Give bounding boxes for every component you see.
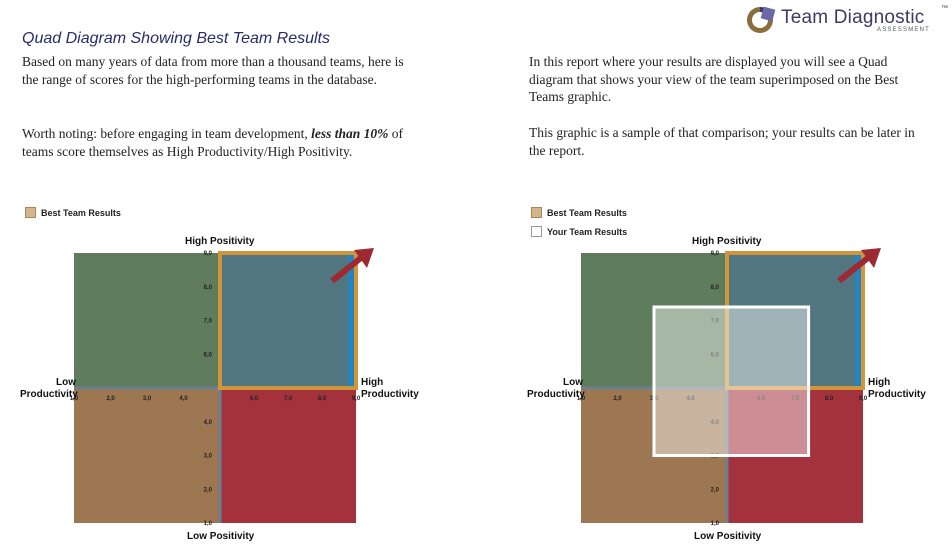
left-paragraph-2-prefix: Worth noting: before engaging in team de…	[22, 126, 312, 141]
axis-label-right-2: Productivity	[868, 389, 926, 400]
y-tick-label: 6,0	[711, 352, 720, 358]
x-tick-label: 4,0	[686, 396, 695, 402]
y-tick-label: 2,0	[204, 487, 213, 493]
y-tick-label: 9,0	[204, 251, 213, 257]
y-tick-label: 9,0	[711, 251, 720, 257]
axis-label-left-2: Productivity	[20, 389, 78, 400]
x-tick-label: 7,0	[791, 396, 800, 402]
x-tick-label: 6,0	[250, 396, 259, 402]
logo-tm: ™	[941, 5, 948, 12]
quadrant-bottom-right	[220, 388, 356, 523]
y-tick-label: 8,0	[204, 285, 213, 291]
legend-best-label: Best Team Results	[41, 207, 121, 218]
axis-label-right-2: Productivity	[361, 389, 419, 400]
axis-label-left-1: Low	[56, 377, 76, 388]
y-tick-label: 1,0	[711, 521, 720, 527]
your-team-region	[652, 305, 811, 457]
y-tick-label: 6,0	[204, 352, 213, 358]
trend-arrow-head	[354, 248, 374, 268]
legend-best-team-left: Best Team Results	[25, 207, 121, 218]
trend-arrow-head	[861, 248, 881, 268]
y-tick-label: 1,0	[204, 521, 213, 527]
x-tick-label: 4,0	[179, 396, 188, 402]
page-title: Quad Diagram Showing Best Team Results	[22, 30, 330, 47]
y-tick-label: 4,0	[204, 420, 213, 426]
x-tick-label: 3,0	[143, 396, 152, 402]
x-tick-label: 1,0	[577, 396, 586, 402]
trend-arrow-shaft	[330, 254, 364, 284]
x-tick-label: 6,0	[757, 396, 766, 402]
legend-best-swatch	[25, 207, 36, 218]
axis-label-top: High Positivity	[185, 236, 255, 247]
axis-label-right-1: High	[361, 377, 384, 388]
legend-your-swatch	[531, 226, 542, 237]
axis-label-bottom: Low Positivity	[694, 531, 762, 542]
y-tick-label: 3,0	[204, 454, 213, 460]
best-team-region	[218, 251, 358, 390]
best-team-region	[725, 251, 865, 390]
x-tick-label: 2,0	[613, 396, 622, 402]
x-tick-label: 1,0	[70, 396, 79, 402]
legend-your-label: Your Team Results	[547, 226, 628, 237]
trend-arrow-shaft	[837, 254, 871, 284]
right-paragraph-2: This graphic is a sample of that compari…	[529, 125, 915, 158]
left-paragraph-1: Based on many years of data from more th…	[22, 54, 404, 87]
quadrant-top-right	[727, 253, 863, 388]
right-paragraph-1: In this report where your results are di…	[529, 54, 899, 104]
axis-label-top: High Positivity	[692, 236, 762, 247]
x-tick-label: 2,0	[106, 396, 115, 402]
quadrant-top-right	[220, 253, 356, 388]
high-performance-bar	[348, 253, 356, 388]
left-paragraph-2-emphasis: less than 10%	[311, 126, 389, 141]
quad-chart-best-svg: 1,0 2,0 3,0 4,0 6,0 7,0 8,0 9,0 1,0 2,0 3,0 4,0 6,0 7…	[70, 248, 374, 527]
axis-label-bottom: Low Positivity	[187, 531, 255, 542]
axis-label-right-1: High	[868, 377, 891, 388]
legend-your-team: Your Team Results	[531, 226, 627, 237]
quad-chart-comparison-svg: 1,02,03,04,06,07,08,09,01,02,03,04,06,07…	[577, 248, 881, 527]
y-tick-label: 4,0	[711, 420, 720, 426]
x-tick-label: 8,0	[825, 396, 834, 402]
x-tick-label: 9,0	[859, 396, 868, 402]
y-tick-label: 7,0	[711, 319, 720, 325]
legend-best-label: Best Team Results	[547, 207, 627, 218]
high-performance-bar	[855, 253, 863, 388]
axis-label-left-2: Productivity	[527, 389, 585, 400]
legend-best-swatch	[531, 207, 542, 218]
y-tick-label: 7,0	[204, 319, 213, 325]
axis-label-left-1: Low	[563, 377, 583, 388]
logo-name: Team Diagnostic	[781, 7, 925, 28]
team-diagnostic-logo: Team Diagnostic ™ ASSESSMENT	[745, 3, 948, 37]
left-paragraph-2-suffix: of teams score themselves as High Produc…	[22, 126, 403, 159]
y-tick-label: 8,0	[711, 285, 720, 291]
quadrant-top-left	[74, 253, 220, 388]
quad-chart-comparison: 1,02,03,04,06,07,08,09,01,02,03,04,06,07…	[517, 236, 937, 552]
quad-chart-best: 1,0 2,0 3,0 4,0 6,0 7,0 8,0 9,0 1,0 2,0 3,0 4,0 6,0 7…	[10, 236, 430, 552]
y-tick-label: 2,0	[711, 487, 720, 493]
team-diagnostic-logo-icon	[747, 6, 776, 33]
quadrant-bottom-left	[74, 388, 220, 523]
legend-best-team-right: Best Team Results	[531, 207, 627, 218]
x-tick-label: 7,0	[284, 396, 293, 402]
x-tick-label: 9,0	[352, 396, 361, 402]
x-tick-label: 8,0	[318, 396, 327, 402]
logo-subtitle: ASSESSMENT	[877, 27, 931, 33]
left-paragraph-2: Worth noting: before engaging in team de…	[22, 125, 412, 160]
